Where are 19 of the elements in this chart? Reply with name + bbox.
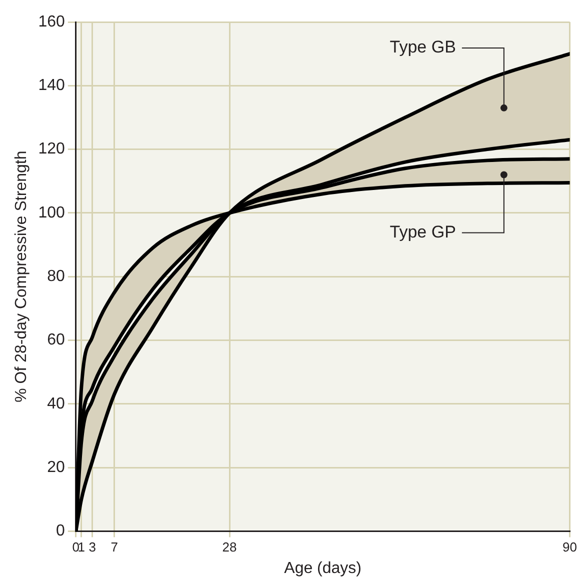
x-tick-label: 28	[222, 540, 237, 555]
y-tick-label: 0	[56, 522, 65, 540]
annotation: Type GP	[390, 222, 456, 242]
x-tick-label: 1	[78, 540, 85, 555]
y-axis-title: % Of 28-day Compressive Strength	[13, 150, 30, 402]
y-tick-label: 80	[47, 268, 65, 286]
x-tick-label: 3	[88, 540, 96, 555]
x-axis-title: Age (days)	[284, 560, 362, 577]
x-tick-label: 7	[110, 540, 118, 555]
x-tick-label: 90	[562, 540, 578, 555]
y-tick-label: 40	[47, 395, 65, 412]
y-tick-label: 60	[47, 332, 65, 349]
y-tick-label: 140	[38, 77, 65, 94]
y-tick-label: 160	[38, 13, 65, 30]
x-tick-label: 0	[72, 540, 80, 555]
y-tick-label: 100	[38, 204, 65, 222]
y-tick-label: 20	[47, 458, 65, 476]
y-tick-label: 120	[38, 140, 65, 158]
annotation: Type GB	[390, 38, 456, 57]
